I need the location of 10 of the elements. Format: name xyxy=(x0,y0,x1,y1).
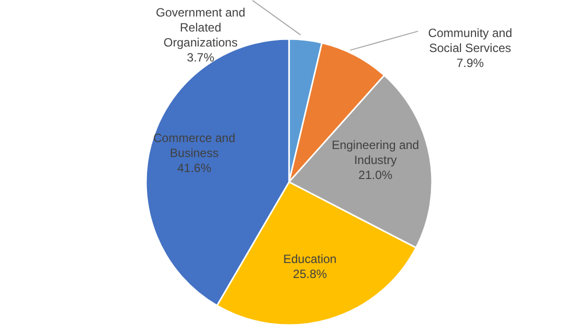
data-label: 21.0% xyxy=(358,168,393,182)
data-label: 41.6% xyxy=(177,160,212,175)
slice-label: Engineering and Industry xyxy=(332,138,420,168)
slice-label: Government and Related Organizations xyxy=(156,5,246,50)
data-label: 25.8% xyxy=(292,266,328,281)
data-label: 7.9% xyxy=(456,56,484,70)
slice-label: Commerce and Business xyxy=(153,130,236,160)
slice-label: Education xyxy=(283,252,337,266)
data-label: 3.7% xyxy=(186,50,215,64)
slice-label: Community and Social Services xyxy=(428,26,512,56)
